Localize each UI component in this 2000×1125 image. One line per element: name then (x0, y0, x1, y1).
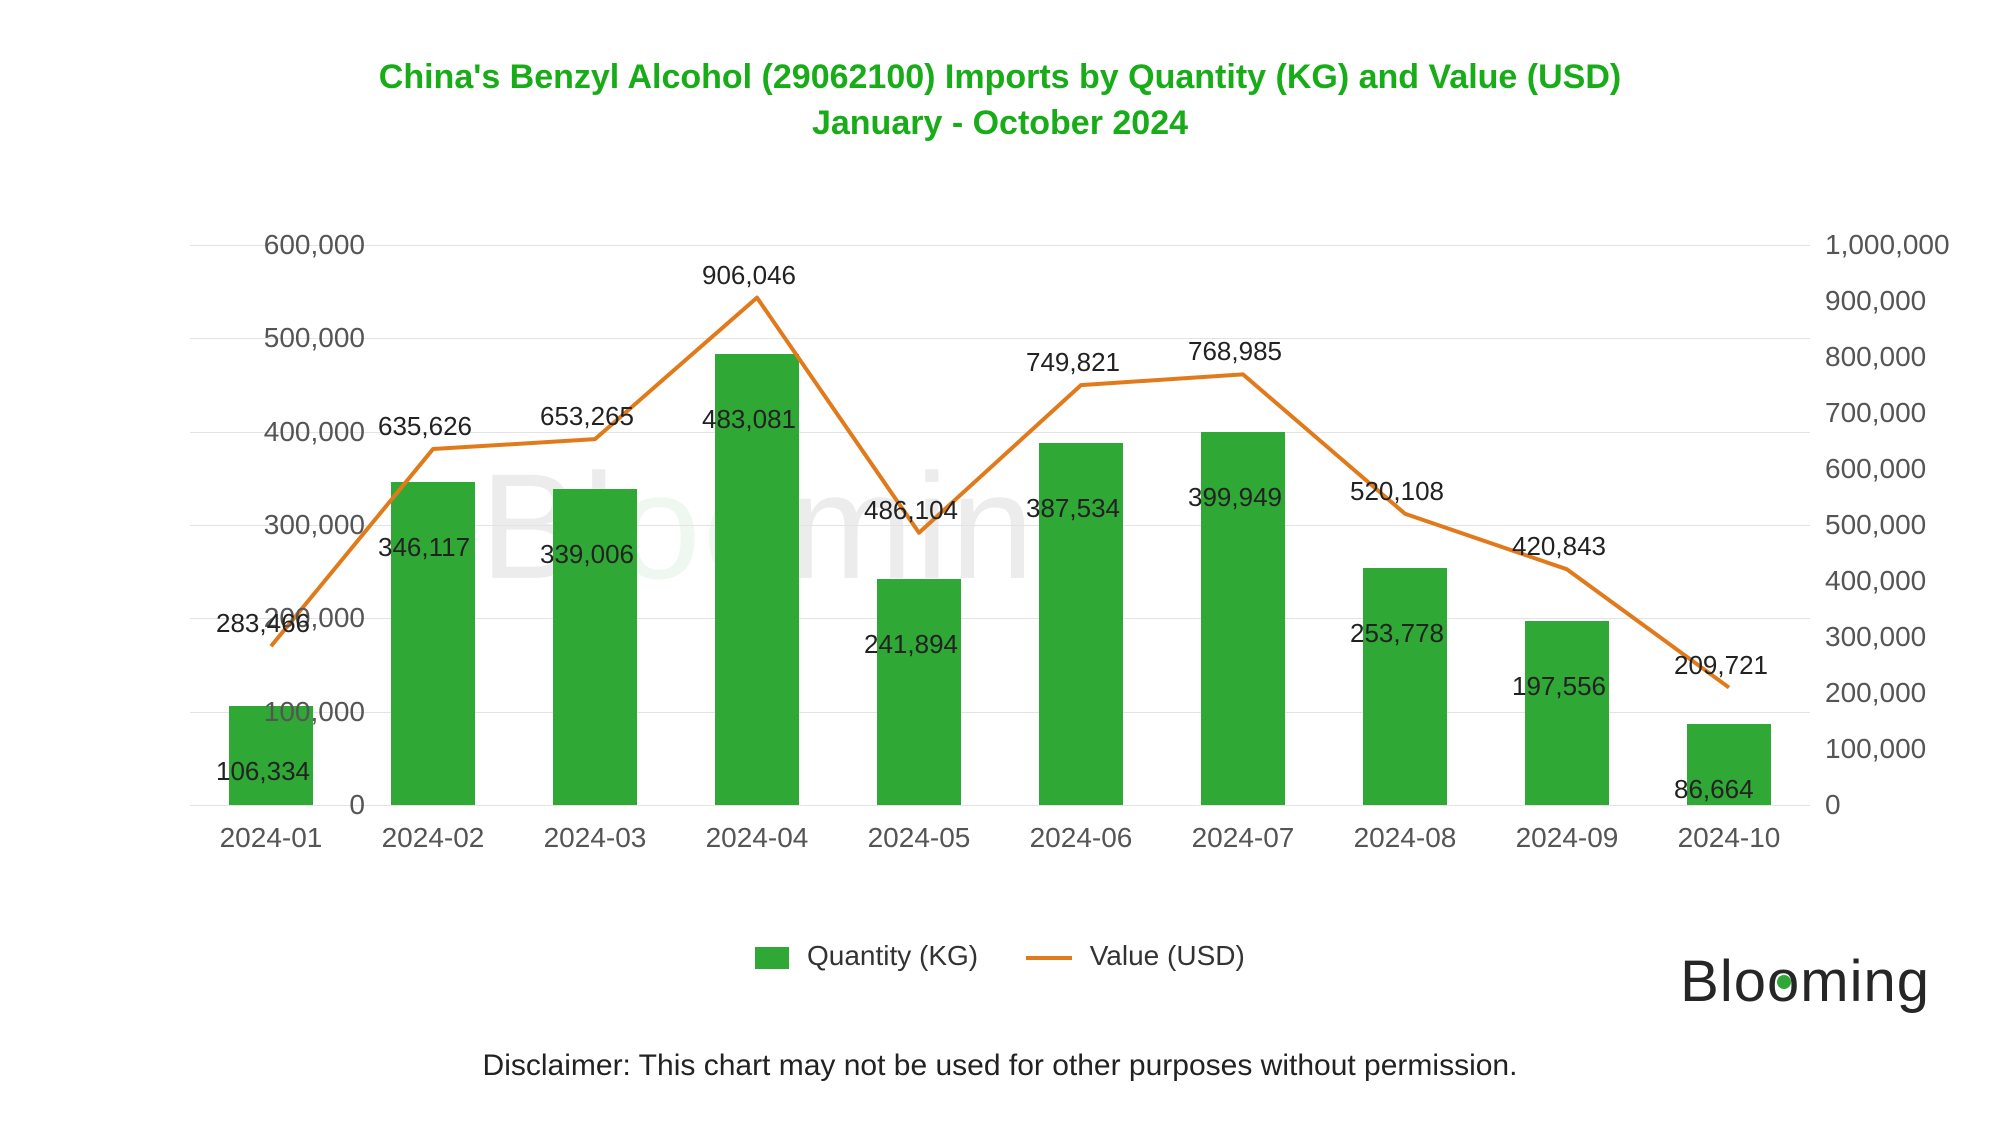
bar-value-label: 86,664 (1674, 774, 1754, 805)
y-left-tick-label: 500,000 (205, 322, 365, 354)
legend-line-label: Value (USD) (1090, 940, 1245, 971)
y-left-tick-label: 300,000 (205, 509, 365, 541)
y-right-tick-label: 800,000 (1825, 341, 2000, 373)
bar-value-label: 346,117 (378, 532, 470, 563)
x-tick-label: 2024-04 (677, 822, 837, 854)
y-left-tick-label: 0 (205, 789, 365, 821)
x-tick-label: 2024-01 (191, 822, 351, 854)
value-line (271, 298, 1729, 688)
bar-value-label: 387,534 (1026, 493, 1120, 524)
y-left-tick-label: 100,000 (205, 696, 365, 728)
legend-bar-label: Quantity (KG) (807, 940, 978, 971)
bar-value-label: 399,949 (1188, 482, 1282, 513)
x-tick-label: 2024-10 (1649, 822, 1809, 854)
y-right-tick-label: 0 (1825, 789, 2000, 821)
y-left-tick-label: 600,000 (205, 229, 365, 261)
x-tick-label: 2024-07 (1163, 822, 1323, 854)
line-value-label: 520,108 (1350, 476, 1444, 507)
x-tick-label: 2024-03 (515, 822, 675, 854)
gridline (190, 805, 1810, 806)
line-value-label: 768,985 (1188, 336, 1282, 367)
disclaimer-text: Disclaimer: This chart may not be used f… (0, 1049, 2000, 1083)
y-right-tick-label: 1,000,000 (1825, 229, 2000, 261)
line-value-label: 209,721 (1674, 650, 1768, 681)
y-right-tick-label: 100,000 (1825, 733, 2000, 765)
x-tick-label: 2024-08 (1325, 822, 1485, 854)
bar-value-label: 253,778 (1350, 618, 1444, 649)
y-right-tick-label: 300,000 (1825, 621, 2000, 653)
line-value-label: 420,843 (1512, 531, 1606, 562)
y-right-tick-label: 500,000 (1825, 509, 2000, 541)
line-value-label: 486,104 (864, 495, 958, 526)
y-right-tick-label: 600,000 (1825, 453, 2000, 485)
bar-value-label: 241,894 (864, 629, 958, 660)
x-tick-label: 2024-09 (1487, 822, 1647, 854)
y-right-tick-label: 700,000 (1825, 397, 2000, 429)
x-tick-label: 2024-05 (839, 822, 999, 854)
line-value-label: 906,046 (702, 260, 796, 291)
bar-value-label: 197,556 (1512, 671, 1606, 702)
y-right-tick-label: 200,000 (1825, 677, 2000, 709)
bar-value-label: 483,081 (702, 404, 796, 435)
bar-value-label: 106,334 (216, 756, 310, 787)
bar-value-label: 339,006 (540, 539, 634, 570)
legend-swatch-bar (755, 947, 789, 969)
chart-plot-area (190, 245, 1810, 805)
y-left-tick-label: 400,000 (205, 416, 365, 448)
line-value-label: 635,626 (378, 411, 472, 442)
x-tick-label: 2024-06 (1001, 822, 1161, 854)
line-value-label: 749,821 (1026, 347, 1120, 378)
line-value-label: 283,466 (216, 608, 310, 639)
legend-swatch-line (1026, 956, 1072, 960)
brand-logo: Blooming (1680, 948, 1930, 1015)
y-right-tick-label: 400,000 (1825, 565, 2000, 597)
line-value-label: 653,265 (540, 401, 634, 432)
x-tick-label: 2024-02 (353, 822, 513, 854)
chart-title: China's Benzyl Alcohol (29062100) Import… (0, 55, 2000, 147)
y-right-tick-label: 900,000 (1825, 285, 2000, 317)
